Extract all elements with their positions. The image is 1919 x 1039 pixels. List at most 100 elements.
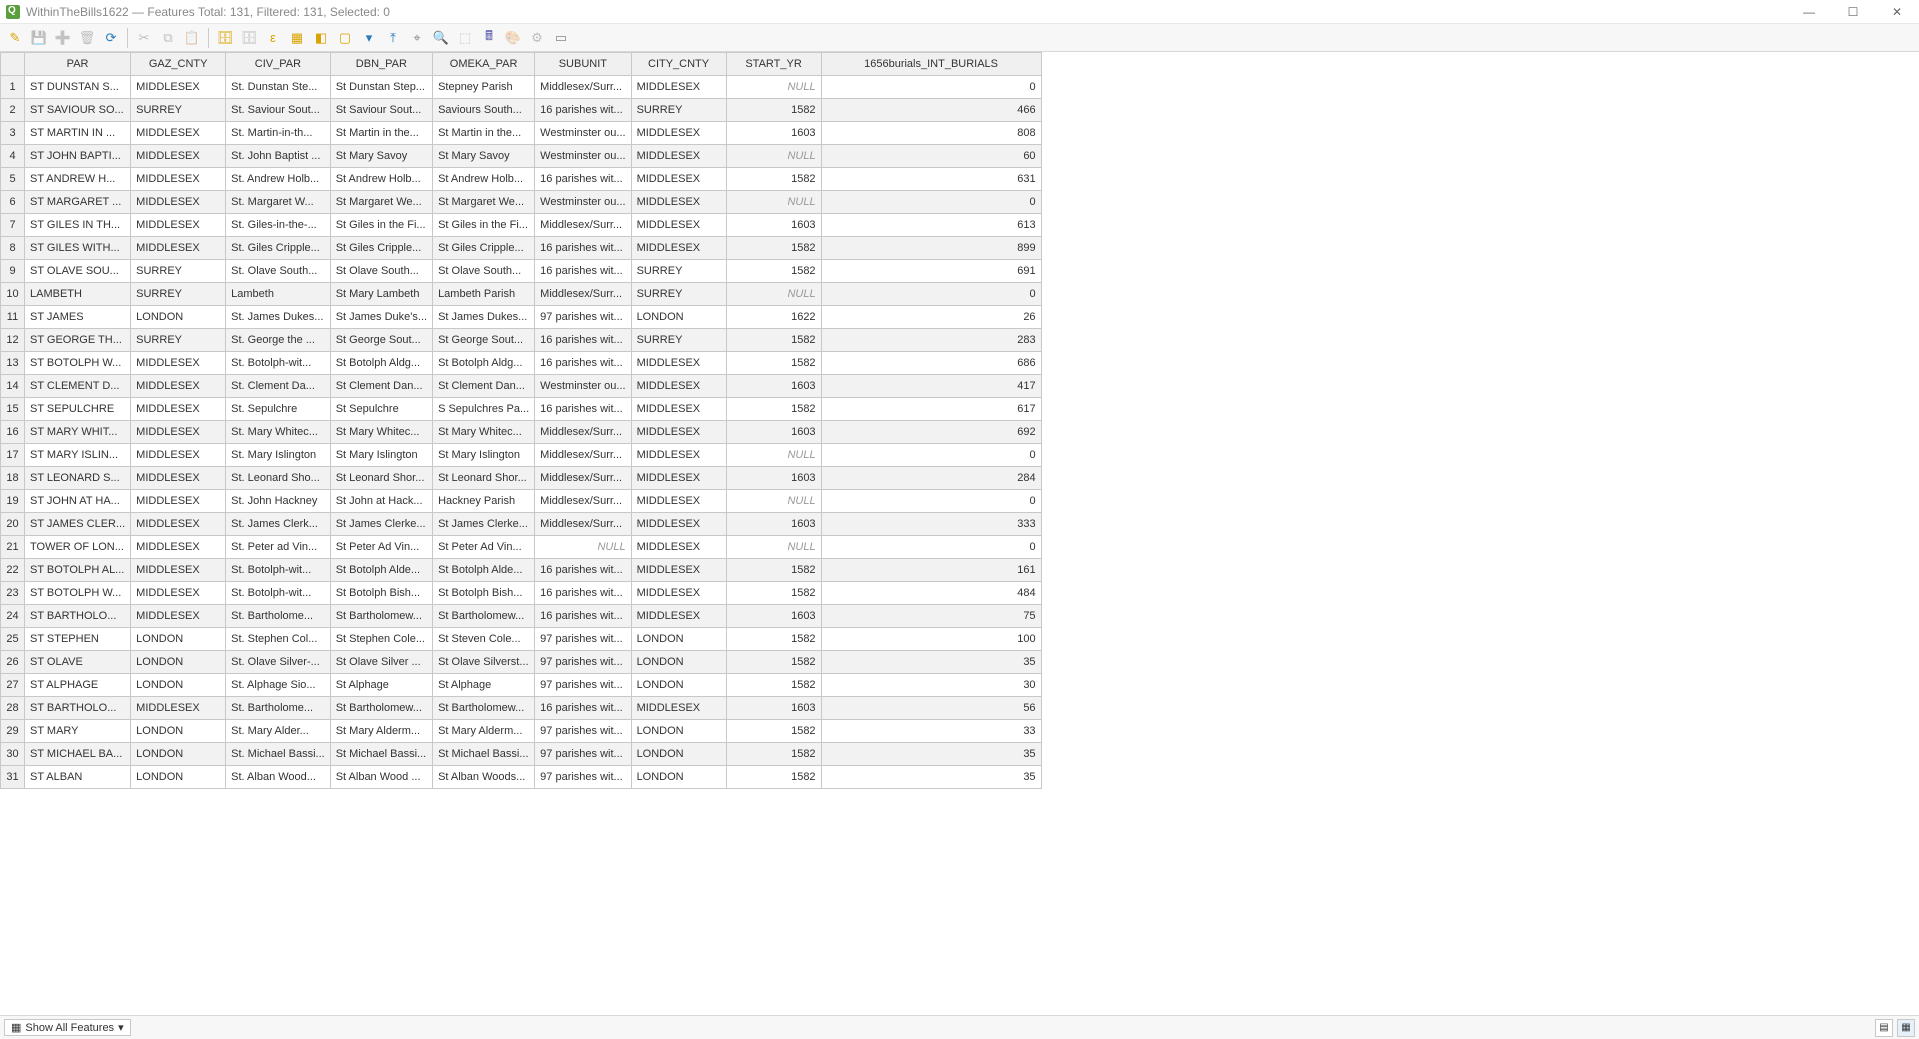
- cell-city_cnty[interactable]: MIDDLESEX: [631, 352, 726, 375]
- cell-omeka_par[interactable]: St Alphage: [433, 674, 535, 697]
- cell-civ_par[interactable]: St. Sepulchre: [226, 398, 331, 421]
- cell-gaz_cnty[interactable]: LONDON: [131, 306, 226, 329]
- cell-civ_par[interactable]: St. James Clerk...: [226, 513, 331, 536]
- cell-par[interactable]: ST MARGARET ...: [25, 191, 131, 214]
- row-number[interactable]: 22: [1, 559, 25, 582]
- table-row[interactable]: 23ST BOTOLPH W...MIDDLESEXSt. Botolph-wi…: [1, 582, 1042, 605]
- cell-dbn_par[interactable]: St Olave Silver ...: [330, 651, 432, 674]
- cell-city_cnty[interactable]: LONDON: [631, 743, 726, 766]
- cell-city_cnty[interactable]: MIDDLESEX: [631, 168, 726, 191]
- cell-par[interactable]: ST ANDREW H...: [25, 168, 131, 191]
- cell-dbn_par[interactable]: St Michael Bassi...: [330, 743, 432, 766]
- table-row[interactable]: 29ST MARYLONDONSt. Mary Alder...St Mary …: [1, 720, 1042, 743]
- cell-start_yr[interactable]: 1582: [726, 352, 821, 375]
- cell-start_yr[interactable]: NULL: [726, 76, 821, 99]
- cell-start_yr[interactable]: NULL: [726, 283, 821, 306]
- cell-start_yr[interactable]: NULL: [726, 490, 821, 513]
- table-row[interactable]: 19ST JOHN AT HA...MIDDLESEXSt. John Hack…: [1, 490, 1042, 513]
- row-number[interactable]: 31: [1, 766, 25, 789]
- cell-start_yr[interactable]: NULL: [726, 191, 821, 214]
- row-number[interactable]: 15: [1, 398, 25, 421]
- cell-par[interactable]: ST CLEMENT D...: [25, 375, 131, 398]
- attribute-table-container[interactable]: PARGAZ_CNTYCIV_PARDBN_PAROMEKA_PARSUBUNI…: [0, 52, 1919, 1015]
- cell-city_cnty[interactable]: MIDDLESEX: [631, 191, 726, 214]
- cell-gaz_cnty[interactable]: MIDDLESEX: [131, 122, 226, 145]
- cell-dbn_par[interactable]: St Olave South...: [330, 260, 432, 283]
- table-view-button[interactable]: ▦: [1897, 1019, 1915, 1037]
- cell-start_yr[interactable]: 1603: [726, 697, 821, 720]
- cell-dbn_par[interactable]: St Botolph Bish...: [330, 582, 432, 605]
- show-all-features-button[interactable]: ▦ Show All Features ▾: [4, 1019, 131, 1036]
- table-row[interactable]: 5ST ANDREW H...MIDDLESEXSt. Andrew Holb.…: [1, 168, 1042, 191]
- cell-start_yr[interactable]: 1582: [726, 559, 821, 582]
- cell-gaz_cnty[interactable]: SURREY: [131, 329, 226, 352]
- cell-omeka_par[interactable]: St James Clerke...: [433, 513, 535, 536]
- cell-city_cnty[interactable]: MIDDLESEX: [631, 145, 726, 168]
- cell-dbn_par[interactable]: St Leonard Shor...: [330, 467, 432, 490]
- table-row[interactable]: 27ST ALPHAGELONDONSt. Alphage Sio...St A…: [1, 674, 1042, 697]
- minimize-button[interactable]: —: [1787, 0, 1831, 24]
- cell-dbn_par[interactable]: St Saviour Sout...: [330, 99, 432, 122]
- cell-gaz_cnty[interactable]: MIDDLESEX: [131, 375, 226, 398]
- table-row[interactable]: 21TOWER OF LON...MIDDLESEXSt. Peter ad V…: [1, 536, 1042, 559]
- cell-dbn_par[interactable]: St Botolph Alde...: [330, 559, 432, 582]
- table-row[interactable]: 30ST MICHAEL BA...LONDONSt. Michael Bass…: [1, 743, 1042, 766]
- cell-city_cnty[interactable]: MIDDLESEX: [631, 605, 726, 628]
- row-number[interactable]: 20: [1, 513, 25, 536]
- cell-burials[interactable]: 30: [821, 674, 1041, 697]
- cell-subunit[interactable]: 16 parishes wit...: [535, 582, 631, 605]
- cell-gaz_cnty[interactable]: MIDDLESEX: [131, 352, 226, 375]
- table-row[interactable]: 31ST ALBANLONDONSt. Alban Wood...St Alba…: [1, 766, 1042, 789]
- cell-subunit[interactable]: Westminster ou...: [535, 145, 631, 168]
- cell-gaz_cnty[interactable]: MIDDLESEX: [131, 559, 226, 582]
- row-number[interactable]: 17: [1, 444, 25, 467]
- cell-burials[interactable]: 899: [821, 237, 1041, 260]
- cell-subunit[interactable]: Middlesex/Surr...: [535, 76, 631, 99]
- cell-par[interactable]: ST STEPHEN: [25, 628, 131, 651]
- cell-subunit[interactable]: Middlesex/Surr...: [535, 490, 631, 513]
- cell-burials[interactable]: 35: [821, 766, 1041, 789]
- table-row[interactable]: 8ST GILES WITH...MIDDLESEXSt. Giles Crip…: [1, 237, 1042, 260]
- cell-city_cnty[interactable]: LONDON: [631, 720, 726, 743]
- cell-gaz_cnty[interactable]: MIDDLESEX: [131, 145, 226, 168]
- cell-civ_par[interactable]: St. Olave South...: [226, 260, 331, 283]
- cell-gaz_cnty[interactable]: LONDON: [131, 720, 226, 743]
- cell-start_yr[interactable]: NULL: [726, 536, 821, 559]
- cell-start_yr[interactable]: 1603: [726, 214, 821, 237]
- cell-civ_par[interactable]: St. Bartholome...: [226, 697, 331, 720]
- cell-subunit[interactable]: 97 parishes wit...: [535, 674, 631, 697]
- cell-gaz_cnty[interactable]: LONDON: [131, 766, 226, 789]
- column-header-dbn_par[interactable]: DBN_PAR: [330, 53, 432, 76]
- cell-par[interactable]: ST LEONARD S...: [25, 467, 131, 490]
- cell-dbn_par[interactable]: St Stephen Cole...: [330, 628, 432, 651]
- cell-par[interactable]: ST JAMES: [25, 306, 131, 329]
- cell-omeka_par[interactable]: St Michael Bassi...: [433, 743, 535, 766]
- cell-subunit[interactable]: 97 parishes wit...: [535, 743, 631, 766]
- cell-burials[interactable]: 75: [821, 605, 1041, 628]
- cell-dbn_par[interactable]: St Alphage: [330, 674, 432, 697]
- column-header-omeka_par[interactable]: OMEKA_PAR: [433, 53, 535, 76]
- cell-par[interactable]: TOWER OF LON...: [25, 536, 131, 559]
- cell-burials[interactable]: 484: [821, 582, 1041, 605]
- cell-burials[interactable]: 333: [821, 513, 1041, 536]
- cell-burials[interactable]: 0: [821, 490, 1041, 513]
- cell-dbn_par[interactable]: St Mary Alderm...: [330, 720, 432, 743]
- column-header-gaz_cnty[interactable]: GAZ_CNTY: [131, 53, 226, 76]
- table-row[interactable]: 3ST MARTIN IN ...MIDDLESEXSt. Martin-in-…: [1, 122, 1042, 145]
- cell-city_cnty[interactable]: MIDDLESEX: [631, 697, 726, 720]
- cell-omeka_par[interactable]: St Mary Islington: [433, 444, 535, 467]
- cell-omeka_par[interactable]: St Leonard Shor...: [433, 467, 535, 490]
- cell-start_yr[interactable]: 1582: [726, 398, 821, 421]
- cell-civ_par[interactable]: St. Mary Alder...: [226, 720, 331, 743]
- cell-city_cnty[interactable]: MIDDLESEX: [631, 421, 726, 444]
- cell-gaz_cnty[interactable]: LONDON: [131, 651, 226, 674]
- cell-civ_par[interactable]: St. Martin-in-th...: [226, 122, 331, 145]
- column-header-par[interactable]: PAR: [25, 53, 131, 76]
- form-view-button[interactable]: ▤: [1875, 1019, 1893, 1037]
- row-number[interactable]: 13: [1, 352, 25, 375]
- cell-omeka_par[interactable]: St Alban Woods...: [433, 766, 535, 789]
- cell-dbn_par[interactable]: St Andrew Holb...: [330, 168, 432, 191]
- table-row[interactable]: 15ST SEPULCHREMIDDLESEXSt. SepulchreSt S…: [1, 398, 1042, 421]
- cell-par[interactable]: ST OLAVE SOU...: [25, 260, 131, 283]
- cell-omeka_par[interactable]: St Mary Whitec...: [433, 421, 535, 444]
